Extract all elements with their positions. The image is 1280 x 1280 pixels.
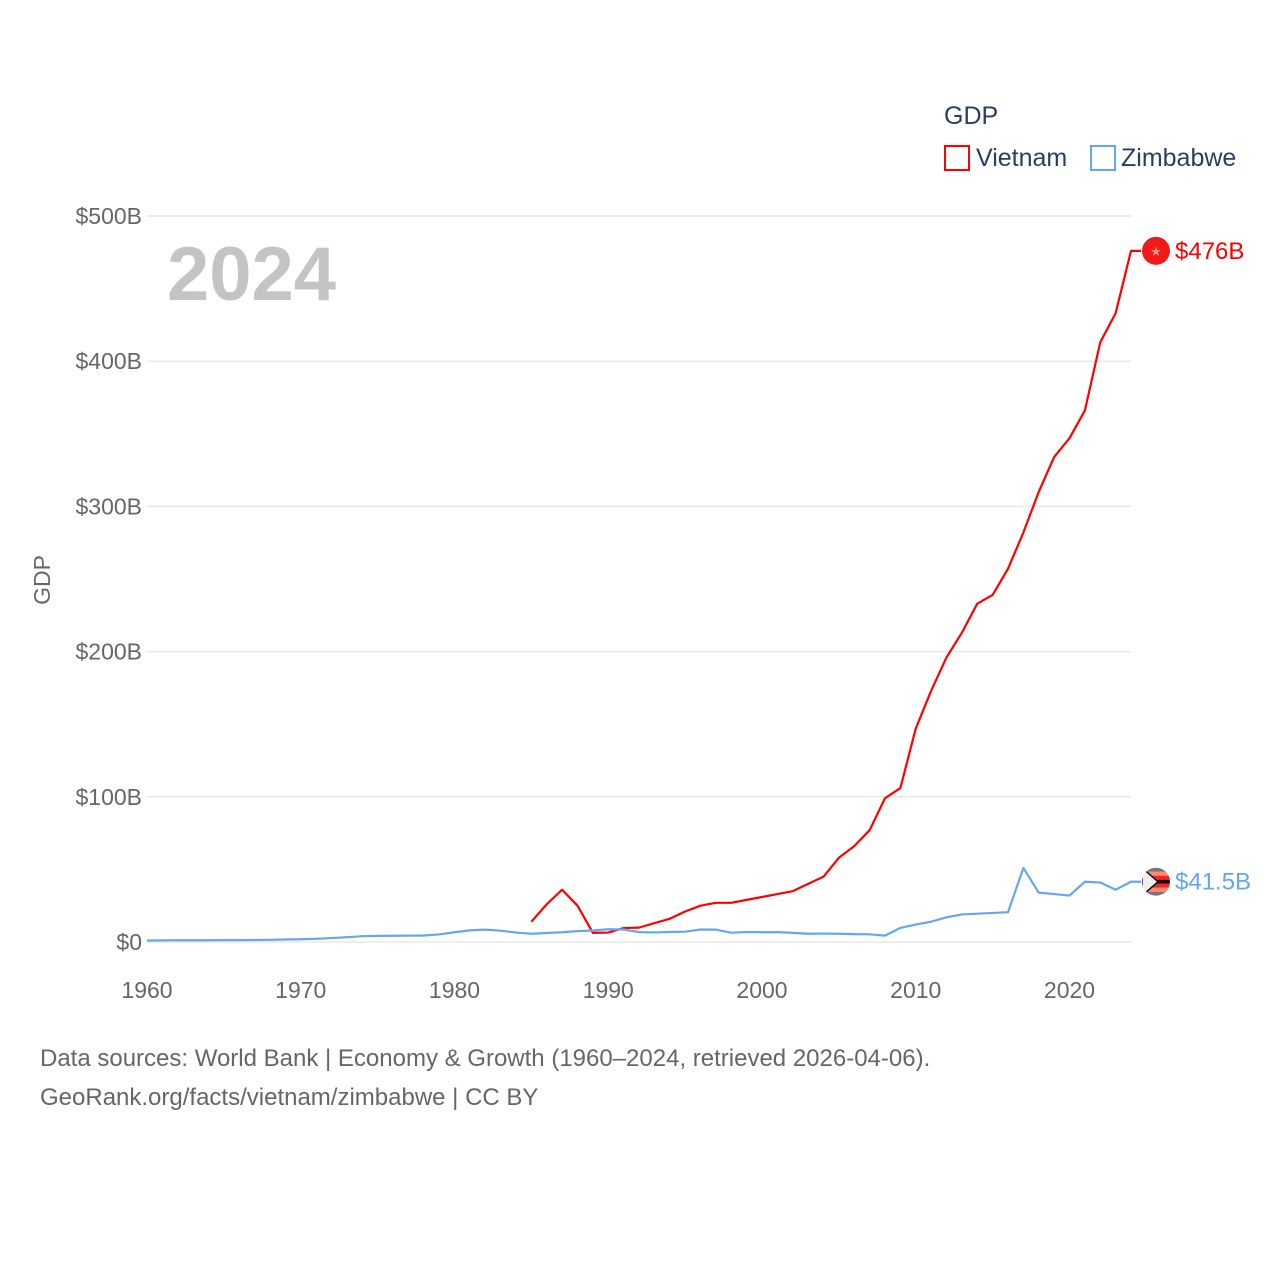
year-watermark: 2024 [167, 232, 336, 317]
end-label-zimbabwe: $41.5B [1175, 869, 1251, 896]
y-tick-label: $500B [75, 203, 142, 229]
series-line-vietnam [530, 249, 1141, 934]
legend-item-zimbabwe[interactable]: Zimbabwe [1090, 144, 1236, 172]
x-tick-label: 1990 [583, 977, 634, 1003]
y-tick-label: $200B [75, 639, 142, 665]
end-label-vietnam: $476B [1175, 238, 1244, 265]
legend-swatch-vietnam [944, 145, 970, 171]
series-line-zimbabwe [146, 866, 1141, 942]
zimbabwe-flag-icon [1142, 867, 1170, 896]
x-tick-label: 1960 [121, 977, 172, 1003]
legend-title: GDP [944, 102, 998, 130]
legend-swatch-zimbabwe [1090, 145, 1116, 171]
y-tick-label: $300B [75, 493, 142, 519]
vietnam-flag-icon [1142, 236, 1170, 265]
y-axis-label: GDP [29, 555, 55, 605]
footer-link[interactable]: GeoRank.org/facts/vietnam/zimbabwe | CC … [40, 1084, 539, 1111]
legend-item-vietnam[interactable]: Vietnam [944, 144, 1067, 172]
legend-label-zimbabwe: Zimbabwe [1121, 144, 1236, 172]
x-tick-label: 1970 [275, 977, 326, 1003]
footer-sources: Data sources: World Bank | Economy & Gro… [40, 1045, 931, 1072]
x-tick-label: 2010 [890, 977, 941, 1003]
x-tick-label: 1980 [429, 977, 480, 1003]
legend-label-vietnam: Vietnam [976, 144, 1067, 172]
y-tick-label: $400B [75, 348, 142, 374]
y-tick-label: $100B [75, 784, 142, 810]
x-tick-label: 2020 [1044, 977, 1095, 1003]
x-tick-label: 2000 [736, 977, 787, 1003]
star-icon: ★ [1150, 244, 1162, 259]
y-tick-label: $0 [116, 929, 142, 955]
